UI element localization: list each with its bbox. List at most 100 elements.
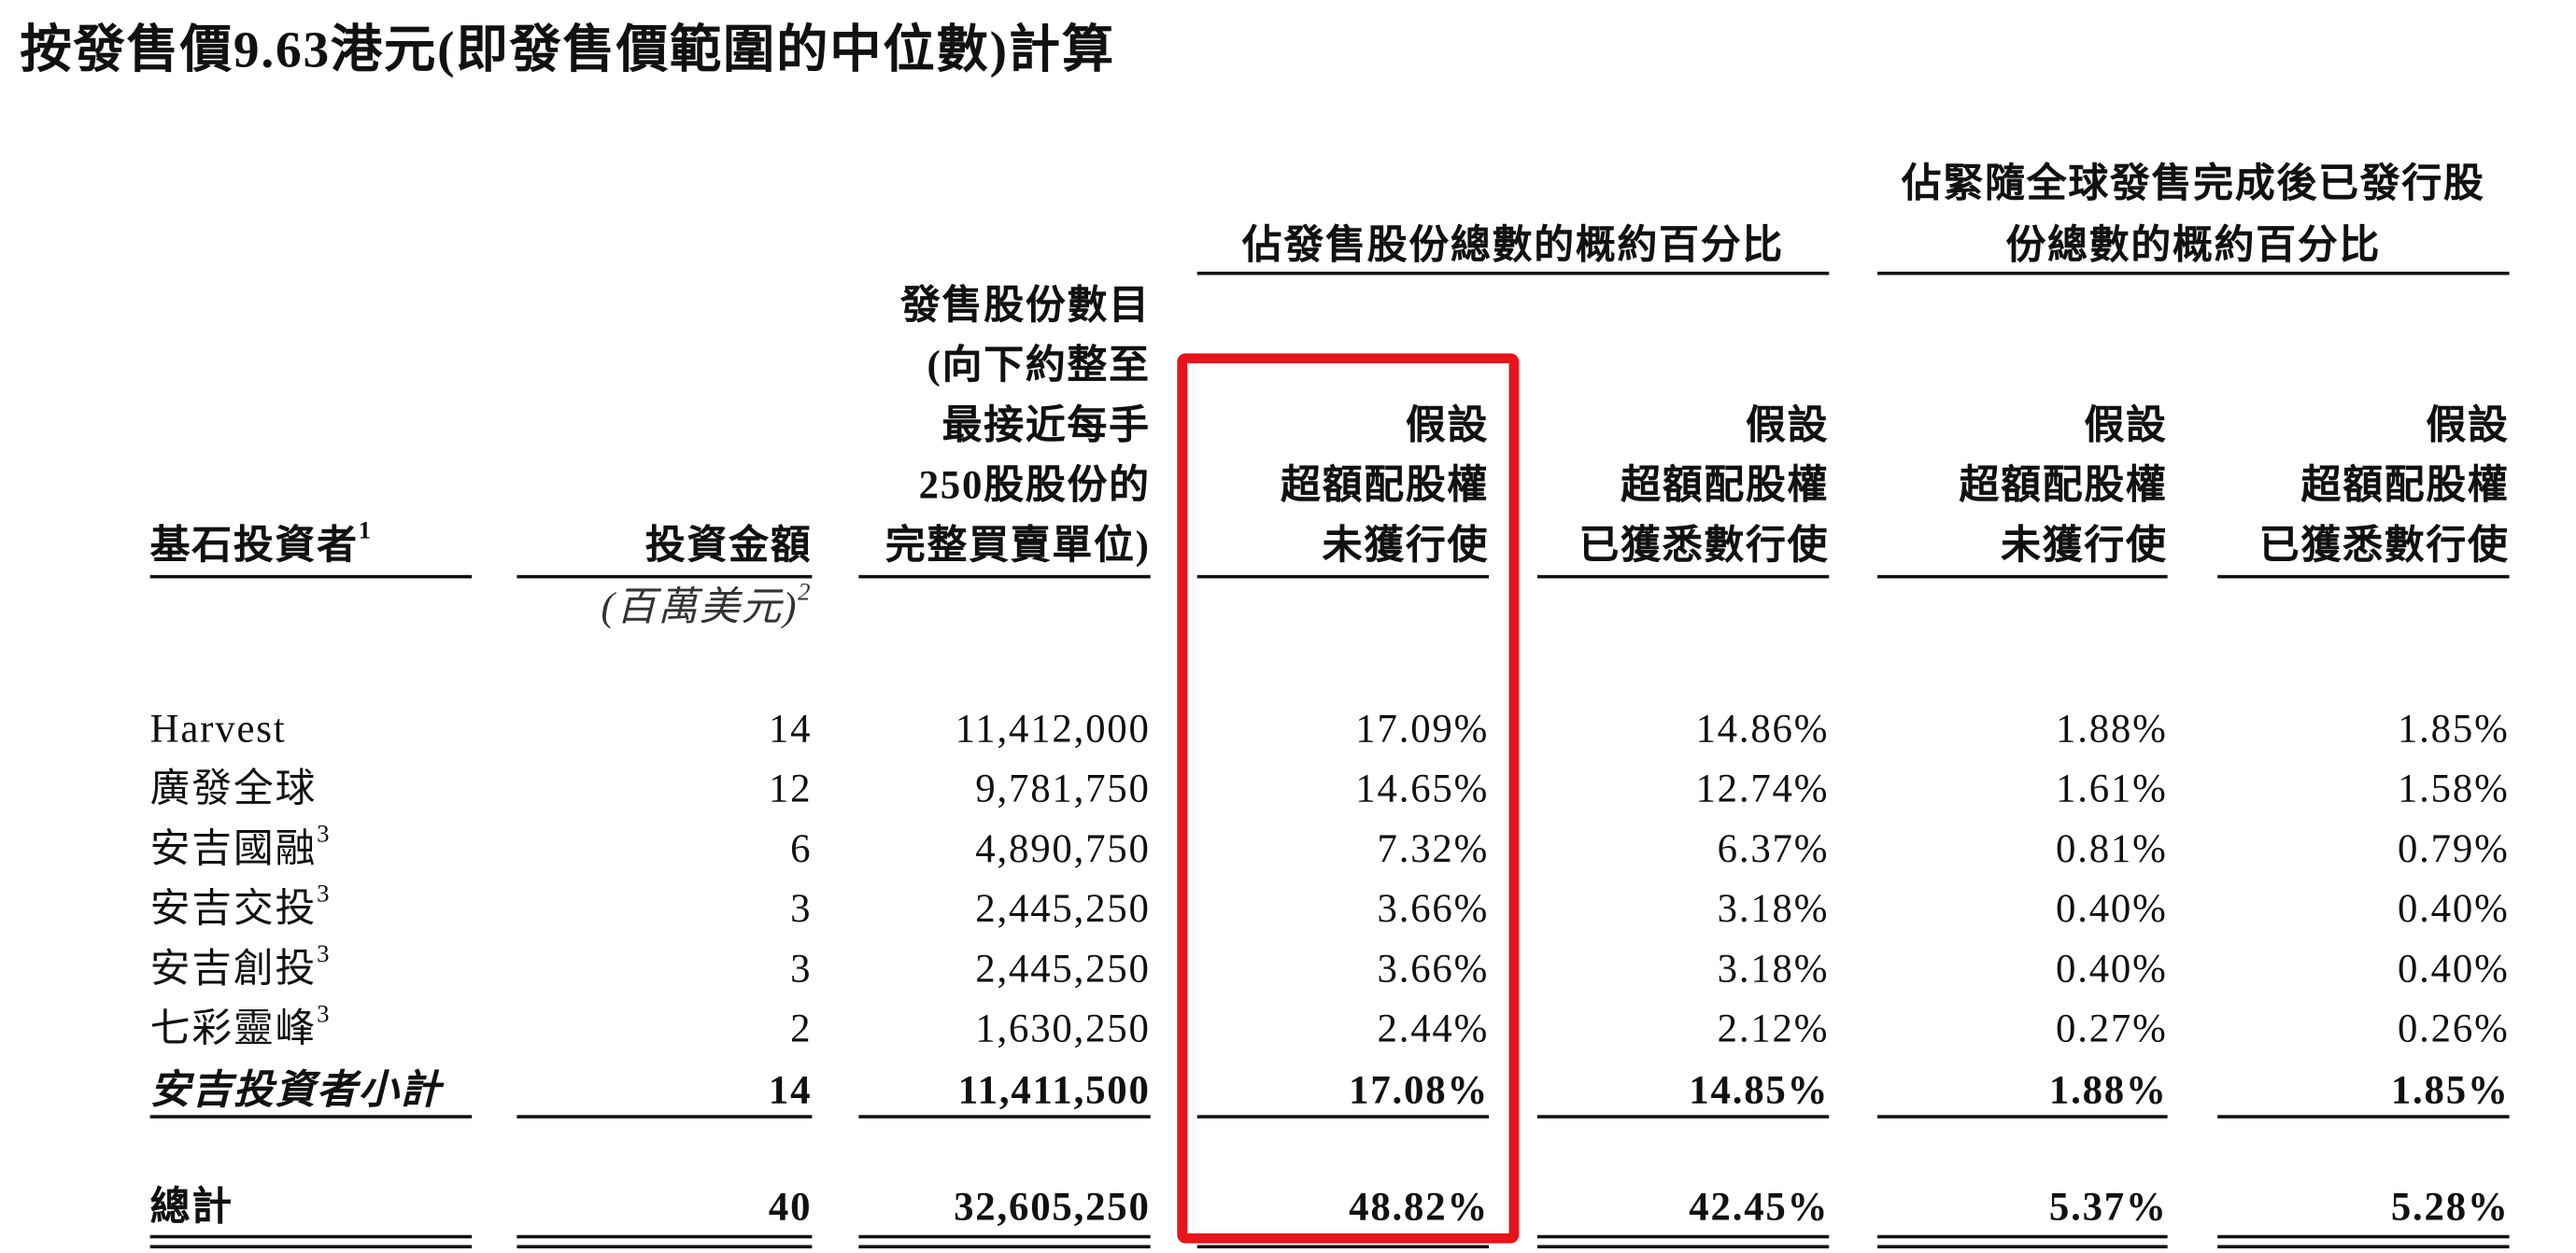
total-cell-text: 5.28% <box>2390 1186 2510 1231</box>
column-header: 假設 <box>2084 401 2167 452</box>
cell: 11,412,000 <box>955 705 1151 755</box>
cell-text: 14 <box>768 708 813 753</box>
footnote-mark: 3 <box>317 1001 332 1029</box>
column-header-text: 250股股份的 <box>918 465 1151 509</box>
column-header-text: 假設 <box>1745 404 1830 449</box>
cell-text: 6.37% <box>1717 828 1830 872</box>
column-header-text: 發售股份數目 <box>899 285 1151 329</box>
total-cell: 5.37% <box>2049 1183 2168 1233</box>
cell-text: 3.18% <box>1717 948 1830 993</box>
column-unit: (百萬美元)2 <box>602 580 813 634</box>
total-rule <box>149 1234 473 1239</box>
subtotal-cell: 14 <box>769 1066 812 1117</box>
subtotal-cell-text: 1.85% <box>2390 1070 2510 1114</box>
title: 按發售價9.63港元(即發售價範圍的中位數)計算 <box>20 20 1116 78</box>
row-label-text: Harvest <box>149 708 287 753</box>
cell: 6.37% <box>1718 825 1830 876</box>
column-header-text: 已獲悉數行使 <box>1578 525 1830 569</box>
total-cell-text: 5.37% <box>2048 1186 2168 1231</box>
total-cell: 40 <box>769 1183 812 1233</box>
subtotal-cell-text: 17.08% <box>1349 1070 1490 1114</box>
cell-text: 0.40% <box>2397 948 2510 993</box>
cell-text: 3.66% <box>1377 948 1490 993</box>
cell: 3.66% <box>1377 945 1489 995</box>
cell-text: 3.66% <box>1377 888 1490 932</box>
subtotal-rule <box>1877 1115 2168 1119</box>
total-cell: 42.45% <box>1689 1183 1829 1233</box>
column-header: 最接近每手 <box>942 401 1151 452</box>
header-rule <box>1877 574 2168 579</box>
subtotal-cell: 1.85% <box>2391 1066 2510 1117</box>
column-header: 超額配股權 <box>1281 461 1489 512</box>
column-header-text: 超額配股權 <box>1621 465 1830 509</box>
total-cell: 32,605,250 <box>954 1183 1151 1233</box>
header-rule <box>1536 574 1830 579</box>
row-label: 安吉交投3 <box>150 881 332 936</box>
cell: 12.74% <box>1695 765 1829 815</box>
cell: 17.09% <box>1355 705 1489 755</box>
cell: 3 <box>790 945 812 995</box>
column-header-text: 超額配股權 <box>2300 465 2510 509</box>
column-header-text: (向下約整至 <box>927 345 1151 388</box>
footnote-mark: 3 <box>317 881 332 908</box>
column-header: 超額配股權 <box>1959 461 2167 512</box>
column-header: 超額配股權 <box>1621 461 1829 512</box>
cell-text: 0.81% <box>2056 828 2168 872</box>
footnote-mark: 2 <box>798 580 813 607</box>
cell-text: 12.74% <box>1695 767 1830 812</box>
column-header: 假設 <box>1406 401 1489 452</box>
row-label: 安吉國融3 <box>150 822 332 876</box>
header-rule <box>1196 574 1490 579</box>
cell: 14.65% <box>1355 765 1489 815</box>
header-rule <box>149 574 473 579</box>
cell: 3.18% <box>1718 885 1830 936</box>
cell-text: 3 <box>790 888 813 932</box>
row-label-text: 安吉創投 <box>149 948 318 993</box>
column-header: 250股股份的 <box>919 461 1151 512</box>
subtotal-label-text: 安吉投資者小計 <box>149 1070 443 1114</box>
subtotal-cell: 14.85% <box>1689 1066 1829 1117</box>
subtotal-rule <box>1196 1115 1490 1119</box>
cell: 4,890,750 <box>975 825 1150 876</box>
cell-text: 3 <box>790 948 813 993</box>
cell: 1.58% <box>2398 765 2510 815</box>
cell: 0.40% <box>2398 945 2510 995</box>
subtotal-rule <box>517 1115 813 1119</box>
subtotal-cell: 11,411,500 <box>958 1066 1151 1117</box>
cell: 0.40% <box>2398 885 2510 936</box>
cell: 9,781,750 <box>975 765 1150 815</box>
column-header: 完整買賣單位) <box>885 522 1151 572</box>
total-cell: 5.28% <box>2391 1183 2510 1233</box>
cell: 1.85% <box>2398 705 2510 755</box>
total-rule <box>2217 1234 2510 1239</box>
column-header-text: 未獲行使 <box>2001 525 2168 569</box>
column-header: 超額配股權 <box>2300 461 2509 512</box>
column-header: 發售股份數目 <box>900 282 1151 332</box>
total-rule <box>517 1245 813 1249</box>
subtotal-rule <box>858 1115 1151 1119</box>
cell-text: 14.65% <box>1355 767 1490 812</box>
group-header: 佔緊隨全球發售完成後已發行股 <box>1902 160 2485 210</box>
total-cell-text: 42.45% <box>1689 1186 1830 1231</box>
cell: 12 <box>769 765 812 815</box>
cell-text: 2,445,250 <box>975 948 1151 993</box>
subtotal-label: 安吉投資者小計 <box>150 1066 442 1117</box>
cell: 2.12% <box>1718 1005 1830 1055</box>
cell: 2.44% <box>1377 1005 1489 1055</box>
cell-text: 0.26% <box>2397 1007 2510 1052</box>
total-rule <box>1877 1245 2168 1249</box>
total-cell: 48.82% <box>1349 1183 1489 1233</box>
column-header: 投資金額 <box>645 522 813 572</box>
cell-text: 1,630,250 <box>975 1007 1151 1052</box>
cell: 14.86% <box>1695 705 1829 755</box>
footnote-mark: 3 <box>317 941 332 969</box>
cell: 7.32% <box>1377 825 1489 876</box>
cell: 1.88% <box>2056 705 2168 755</box>
cell-text: 1.58% <box>2397 767 2510 812</box>
total-rule <box>1877 1234 2168 1239</box>
cell-text: 17.09% <box>1355 708 1490 753</box>
subtotal-rule <box>2217 1115 2510 1119</box>
cell: 14 <box>769 705 812 755</box>
header-rule <box>517 574 813 579</box>
total-cell-text: 32,605,250 <box>954 1186 1151 1231</box>
